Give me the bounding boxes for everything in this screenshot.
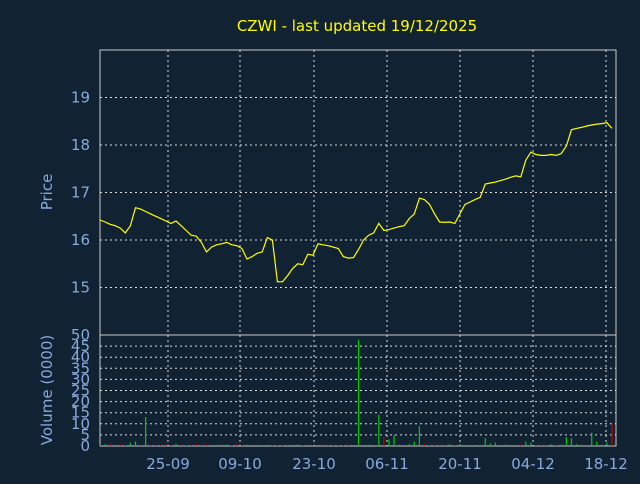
volume-y-tick-label: 20 [71, 393, 90, 411]
x-tick-label: 09-10 [218, 455, 262, 473]
price-panel: 15 16 17 18 19 [71, 49, 617, 336]
x-tick-label: 06-11 [365, 455, 409, 473]
x-tick-label: 18-12 [584, 455, 628, 473]
volume-axis-label: Volume (0000) [38, 335, 56, 445]
x-tick-label: 25-09 [146, 455, 190, 473]
volume-y-tick-label: 5 [80, 426, 90, 444]
volume-y-tick-label: 10 [71, 415, 90, 433]
price-y-tick-label: 15 [71, 279, 90, 297]
x-tick-label: 04-12 [511, 455, 555, 473]
chart-title: CZWI - last updated 19/12/2025 [237, 17, 477, 35]
volume-y-tick-label: 45 [71, 337, 90, 355]
volume-y-tick-label: 50 [71, 326, 90, 344]
x-tick-label: 20-11 [438, 455, 482, 473]
price-y-tick-label: 16 [71, 231, 90, 249]
volume-y-tick-label: 0 [80, 437, 90, 455]
price-y-tick-label: 18 [71, 136, 90, 154]
price-y-tick-label: 19 [71, 89, 90, 107]
volume-y-tick-label: 15 [71, 404, 90, 422]
price-line [99, 122, 613, 283]
price-y-tick-label: 17 [71, 184, 90, 202]
x-tick-label: 23-10 [292, 455, 336, 473]
price-axis-label: Price [38, 174, 56, 211]
volume-y-tick-label: 25 [71, 382, 90, 400]
volume-y-tick-label: 30 [71, 370, 90, 388]
volume-y-tick-label: 40 [71, 348, 90, 366]
price-frame [99, 49, 617, 336]
volume-y-tick-label: 35 [71, 359, 90, 377]
